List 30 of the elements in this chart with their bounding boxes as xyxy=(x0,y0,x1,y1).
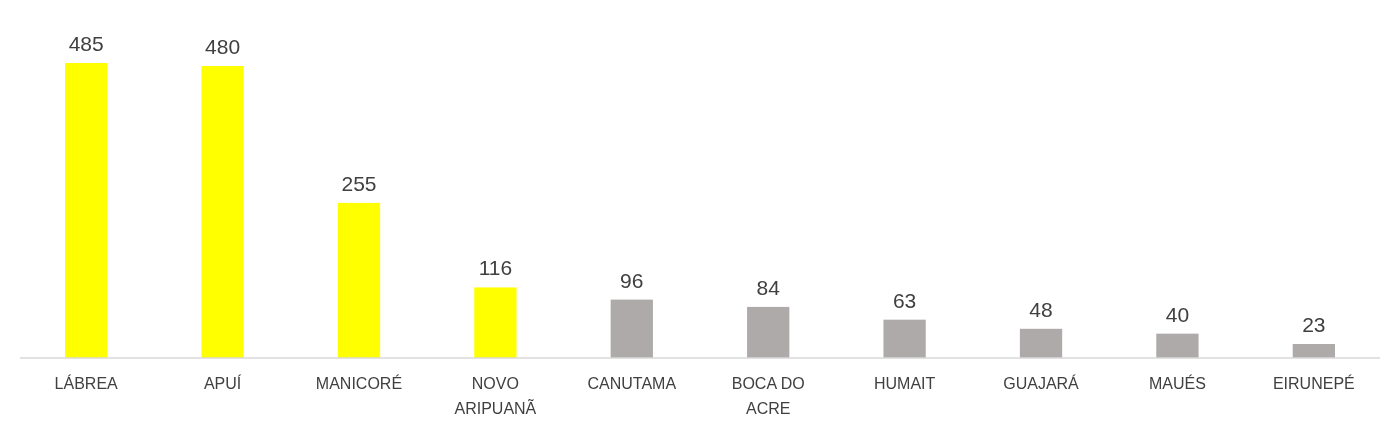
x-tick-label: LÁBREA xyxy=(54,374,119,392)
data-label: 40 xyxy=(1165,302,1190,326)
bar xyxy=(747,306,790,358)
bar xyxy=(474,287,517,358)
data-label: 23 xyxy=(1302,313,1326,337)
bar xyxy=(337,202,381,358)
x-tick-label: HUMAIT xyxy=(873,375,936,392)
x-tick-label: APUÍ xyxy=(203,374,242,392)
data-label: 48 xyxy=(1029,297,1053,321)
data-label: 485 xyxy=(68,32,104,55)
x-tick-label: GUAJARÁ xyxy=(1003,374,1080,392)
x-tick-label: NOVO ARIPUANÃ xyxy=(454,375,537,417)
bar xyxy=(1019,328,1063,358)
bar xyxy=(65,63,108,358)
bar xyxy=(201,66,244,358)
data-label: 255 xyxy=(341,171,377,195)
bar xyxy=(1156,333,1199,358)
x-tick-label: MANICORÉ xyxy=(315,374,403,392)
bar xyxy=(1292,344,1335,358)
x-tick-label: EIRUNEPÉ xyxy=(1272,374,1355,392)
x-tick-label: MAUÉS xyxy=(1148,374,1206,392)
x-tick-label: CANUTAMA xyxy=(587,375,677,392)
data-label: 116 xyxy=(478,256,513,280)
data-label: 480 xyxy=(205,35,241,59)
bar xyxy=(883,319,926,358)
data-label: 63 xyxy=(892,288,917,312)
bar xyxy=(610,299,653,358)
x-tick-label: BOCA DO ACRE xyxy=(731,375,805,417)
data-label: 84 xyxy=(756,275,781,299)
data-label: 96 xyxy=(620,268,644,292)
